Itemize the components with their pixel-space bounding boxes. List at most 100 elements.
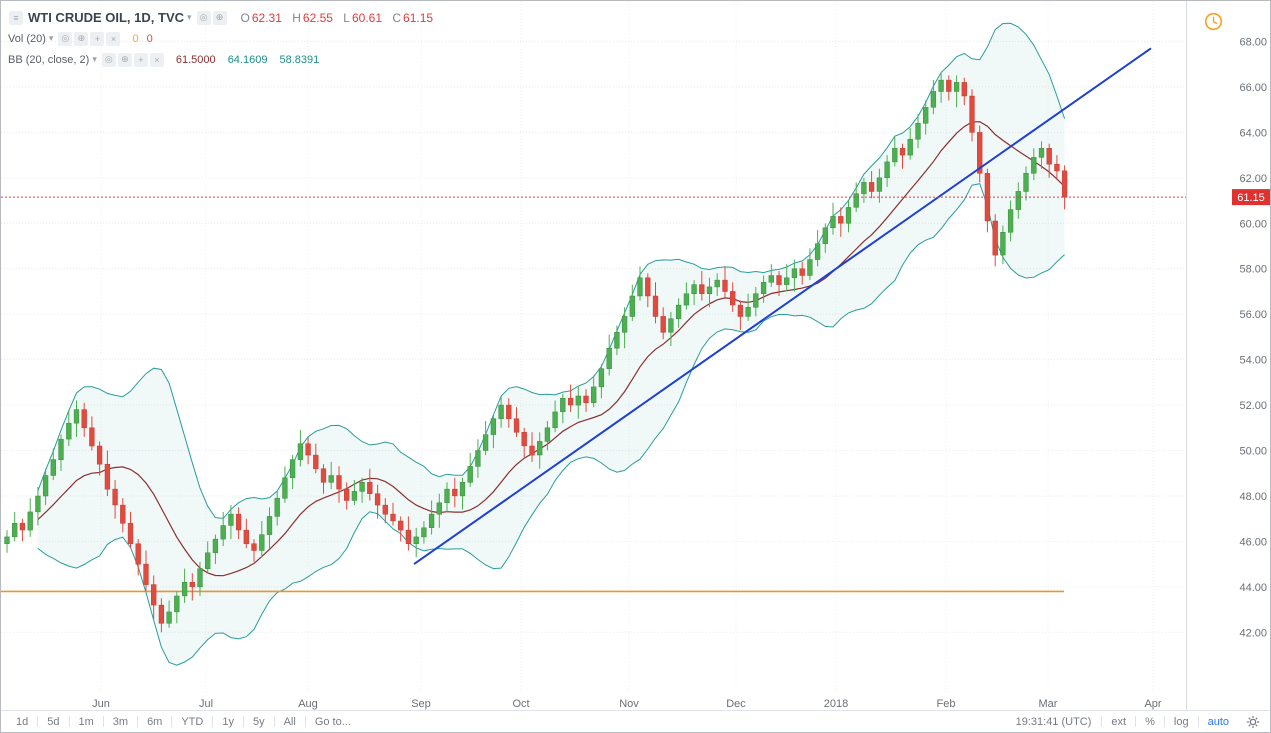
price-axis-label: 50.00 xyxy=(1239,446,1267,458)
candle-body xyxy=(714,279,720,288)
candle-body xyxy=(660,316,666,333)
range-6m[interactable]: 6m xyxy=(147,715,163,728)
price-axis-label: 66.00 xyxy=(1239,82,1267,94)
range-5d[interactable]: 5d xyxy=(47,715,60,728)
divider xyxy=(1163,716,1165,727)
candle-body xyxy=(521,432,527,447)
bottom-toolbar: 1d 5d 1m 3m 6m YTD 1y 5y All Go to... 19… xyxy=(1,710,1270,732)
chevron-down-icon[interactable]: ▾ xyxy=(48,33,54,43)
candle-body xyxy=(320,468,327,483)
close-label: C xyxy=(392,10,402,25)
price-axis-label: 48.00 xyxy=(1239,491,1267,503)
candle-body xyxy=(637,277,643,297)
eye-icon[interactable]: ◎ xyxy=(196,10,211,25)
eye-icon[interactable]: ◎ xyxy=(58,31,73,46)
candle-body xyxy=(282,477,288,499)
candle-body xyxy=(1061,170,1068,198)
candle-body xyxy=(652,295,659,317)
candle-body xyxy=(4,536,10,544)
candle-body xyxy=(591,386,597,404)
candle-body xyxy=(359,482,365,492)
candle-body xyxy=(58,438,64,460)
candle-body xyxy=(544,427,551,442)
candle-body xyxy=(73,409,80,424)
candle-body xyxy=(135,543,141,565)
bb-indicator-label[interactable]: BB (20, close, 2) xyxy=(8,53,90,66)
range-1m[interactable]: 1m xyxy=(78,715,94,728)
candle-body xyxy=(614,332,620,349)
close-icon[interactable]: × xyxy=(106,31,121,46)
candle-body xyxy=(104,463,111,490)
candle-body xyxy=(691,284,697,294)
close-icon[interactable]: × xyxy=(149,52,164,67)
candle-body xyxy=(274,497,280,517)
candle-body xyxy=(683,293,690,306)
candle-body xyxy=(629,295,635,317)
candle-body xyxy=(560,397,566,413)
candle-body xyxy=(220,525,226,540)
open-label: O xyxy=(240,10,250,25)
candle-body xyxy=(969,95,975,133)
settings-icon[interactable]: ⊕ xyxy=(74,31,89,46)
volume-indicator-label[interactable]: Vol (20) xyxy=(8,32,46,45)
time-axis-label: Jul xyxy=(199,698,213,710)
time-axis-label: Dec xyxy=(726,698,746,710)
percent-scale-toggle[interactable]: % xyxy=(1145,715,1155,728)
candle-body xyxy=(537,441,543,456)
candle-body xyxy=(127,522,134,544)
auto-scale-toggle[interactable]: auto xyxy=(1207,715,1229,728)
goto-button[interactable]: Go to... xyxy=(314,715,351,728)
range-all[interactable]: All xyxy=(283,715,296,728)
range-1y[interactable]: 1y xyxy=(222,715,234,728)
candle-body xyxy=(344,488,350,501)
candle-body xyxy=(853,193,859,208)
bollinger-lower xyxy=(37,183,1065,666)
price-axis-label: 44.00 xyxy=(1239,582,1267,594)
candle-body xyxy=(722,279,728,292)
candle-body xyxy=(467,466,473,483)
divider xyxy=(1197,716,1199,727)
candle-body xyxy=(421,527,427,538)
candle-body xyxy=(413,536,419,544)
bb-basis-value: 61.5000 xyxy=(175,53,216,66)
toolbar-right: 19:31:41 (UTC) ext % log auto xyxy=(1006,711,1264,732)
candle-body xyxy=(861,182,867,195)
settings-icon[interactable]: ⊕ xyxy=(117,52,132,67)
close-value: 61.15 xyxy=(403,10,434,25)
candle-body xyxy=(289,459,296,479)
delayed-data-icon[interactable] xyxy=(1204,12,1223,36)
range-1d[interactable]: 1d xyxy=(16,715,29,728)
candle-body xyxy=(490,418,497,435)
compare-icon[interactable]: ⊕ xyxy=(212,10,227,25)
chevron-down-icon[interactable]: ▾ xyxy=(187,12,192,22)
symbol-menu-icon[interactable]: ≡ xyxy=(9,10,23,25)
candle-body xyxy=(1046,148,1052,165)
candle-body xyxy=(374,493,381,506)
volume-value: 0 xyxy=(132,32,139,45)
log-scale-toggle[interactable]: log xyxy=(1173,715,1189,728)
clock-utc[interactable]: 19:31:41 (UTC) xyxy=(1015,715,1092,728)
plus-icon[interactable]: + xyxy=(90,31,105,46)
chevron-down-icon[interactable]: ▾ xyxy=(92,54,97,64)
eye-icon[interactable]: ◎ xyxy=(101,52,116,67)
candle-body xyxy=(529,445,535,456)
divider xyxy=(212,716,214,727)
open-value: 62.31 xyxy=(251,10,282,25)
symbol-title[interactable]: WTI CRUDE OIL, 1D, TVC xyxy=(28,10,184,25)
candle-body xyxy=(259,534,265,551)
gear-icon[interactable] xyxy=(1238,715,1264,729)
range-3m[interactable]: 3m xyxy=(112,715,129,728)
plus-icon[interactable]: + xyxy=(133,52,148,67)
ext-toggle[interactable]: ext xyxy=(1111,715,1127,728)
candle-body xyxy=(753,293,759,308)
range-5y[interactable]: 5y xyxy=(252,715,265,728)
candle-body xyxy=(892,148,898,163)
price-axis-label: 46.00 xyxy=(1239,536,1267,548)
range-ytd[interactable]: YTD xyxy=(181,715,204,728)
bb-upper-value: 64.1609 xyxy=(227,53,268,66)
candle-body xyxy=(336,475,342,490)
candle-body xyxy=(12,522,18,538)
chart-canvas[interactable]: 68.00 66.00 64.00 62.00 60.00 58.00 56.00 54.00… xyxy=(1,1,1271,712)
